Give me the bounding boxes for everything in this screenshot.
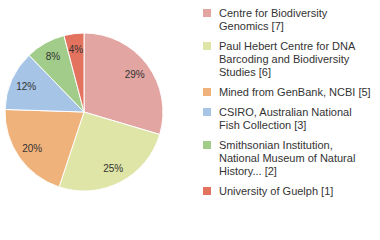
legend-label-line: CSIRO, Australian National [219, 106, 352, 118]
legend-swatch [203, 9, 211, 17]
legend-label: Smithsonian Institution,National Museum … [219, 139, 355, 177]
pie-slice [64, 33, 84, 112]
legend-label-line: Mined from GenBank, NCBI [5] [219, 86, 371, 98]
legend-label: Centre for BiodiversityGenomics [7] [219, 7, 328, 32]
chart: 29% 25% 20% 12% 8% 4% Centre for BiodiversityG… [0, 0, 380, 240]
legend-label-line: Fish Collection [3] [219, 119, 306, 131]
legend: Centre for BiodiversityGenomics [7] Paul … [203, 7, 371, 197]
legend-label-line: National Museum of Natural [219, 152, 355, 164]
legend-label-line: Paul Hebert Centre for DNA [219, 40, 356, 52]
legend-label-line: Genomics [7] [219, 20, 284, 32]
pie [5, 33, 163, 191]
legend-swatch [203, 141, 211, 149]
data-label: 29% [125, 69, 145, 80]
data-label: 8% [46, 51, 61, 62]
legend-label: University of Guelph [1] [219, 185, 333, 197]
legend-label-line: University of Guelph [1] [219, 185, 333, 197]
legend-swatch [203, 187, 211, 195]
legend-swatch [203, 42, 211, 50]
legend-label-line: Studies [6] [219, 66, 271, 78]
data-labels: 29% 25% 20% 12% 8% 4% [16, 44, 145, 174]
legend-label-line: Barcoding and Biodiversity [219, 53, 350, 65]
legend-swatch [203, 88, 211, 96]
data-label: 20% [22, 143, 42, 154]
legend-label: Mined from GenBank, NCBI [5] [219, 86, 371, 98]
data-label: 12% [16, 81, 36, 92]
legend-label-line: Smithsonian Institution, [219, 139, 333, 151]
pie-slice [5, 109, 84, 187]
legend-label-line: Centre for Biodiversity [219, 7, 328, 19]
data-label: 4% [69, 44, 84, 55]
data-label: 25% [103, 163, 123, 174]
legend-label: CSIRO, Australian NationalFish Collectio… [219, 106, 352, 131]
legend-swatch [203, 108, 211, 116]
legend-label-line: History... [2] [219, 165, 277, 177]
legend-label: Paul Hebert Centre for DNABarcoding and … [219, 40, 356, 78]
